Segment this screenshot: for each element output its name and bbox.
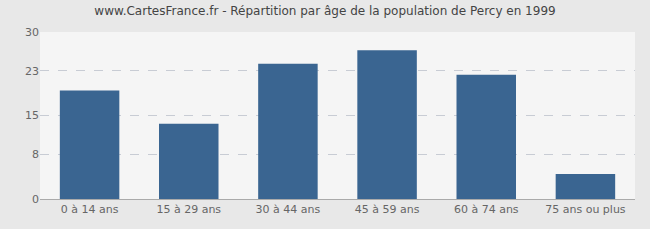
- svg-text:45 à 59 ans: 45 à 59 ans: [355, 203, 420, 216]
- svg-text:30 à 44 ans: 30 à 44 ans: [256, 203, 321, 216]
- svg-text:www.CartesFrance.fr - Répartit: www.CartesFrance.fr - Répartition par âg…: [94, 4, 555, 18]
- svg-text:23: 23: [25, 65, 39, 78]
- svg-text:0: 0: [32, 193, 39, 206]
- svg-text:30: 30: [25, 26, 39, 39]
- svg-text:60 à 74 ans: 60 à 74 ans: [454, 203, 519, 216]
- svg-text:8: 8: [32, 148, 39, 161]
- svg-text:75 ans ou plus: 75 ans ou plus: [545, 203, 626, 216]
- svg-text:0 à 14 ans: 0 à 14 ans: [61, 203, 119, 216]
- svg-text:15: 15: [25, 109, 39, 122]
- svg-text:15 à 29 ans: 15 à 29 ans: [156, 203, 221, 216]
